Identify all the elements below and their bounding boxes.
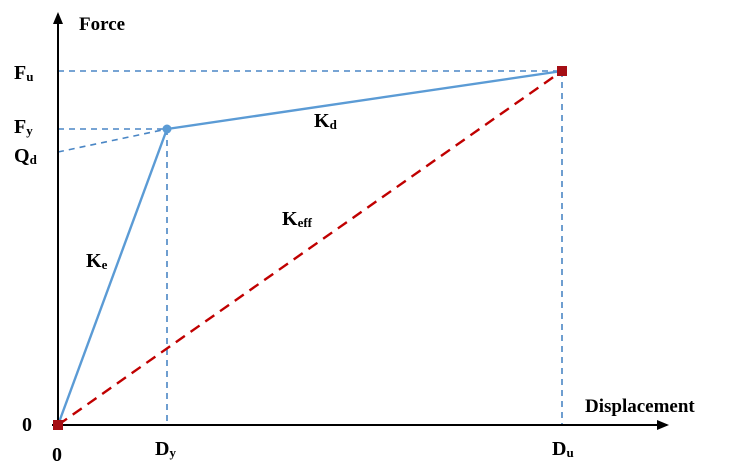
- du-label: Du: [552, 438, 574, 460]
- ultimate-point-marker: [557, 66, 567, 76]
- origin-marker: [53, 420, 63, 430]
- keff-secant-line: [57, 70, 563, 426]
- origin-y-label: 0: [22, 414, 32, 436]
- fu-label: Fu: [14, 62, 33, 84]
- qd-extension-line: [57, 128, 168, 153]
- fy-label: Fy: [14, 116, 33, 138]
- ke-elastic-line: [56, 128, 169, 426]
- ke-label: Ke: [86, 250, 108, 272]
- kd-post-yield-line: [166, 69, 563, 131]
- yield-point-marker: [162, 124, 172, 134]
- qd-label: Qd: [14, 145, 38, 167]
- x-axis-title: Displacement: [585, 396, 695, 417]
- keff-label: Keff: [282, 208, 313, 230]
- origin-x-label: 0: [52, 444, 62, 464]
- y-axis-title: Force: [79, 14, 125, 35]
- dy-label: Dy: [155, 438, 176, 460]
- kd-label: Kd: [314, 110, 338, 132]
